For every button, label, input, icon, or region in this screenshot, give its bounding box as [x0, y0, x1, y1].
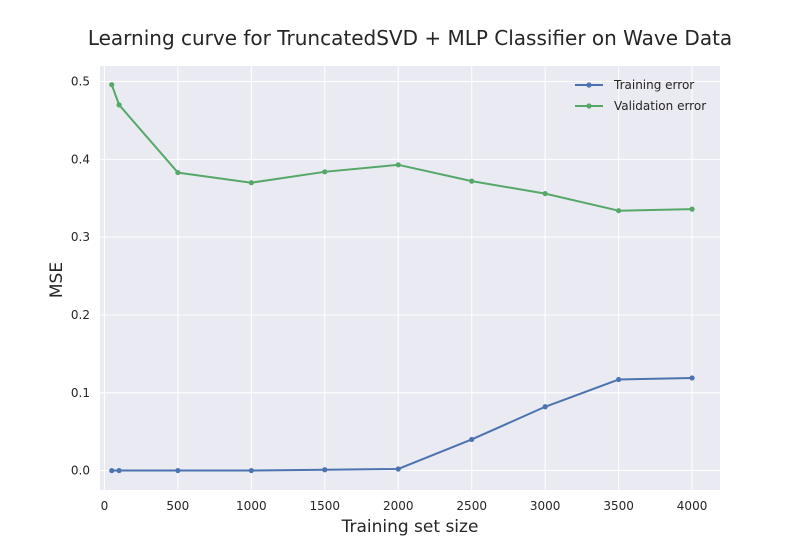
- data-point: [689, 375, 695, 381]
- data-point: [395, 162, 401, 168]
- y-axis-label: MSE: [47, 262, 67, 298]
- data-point: [469, 178, 475, 184]
- x-tick-label: 0: [101, 499, 109, 513]
- data-point: [689, 206, 695, 212]
- x-tick-label: 3500: [603, 499, 634, 513]
- legend-label: Validation error: [614, 99, 706, 113]
- data-point: [175, 467, 181, 474]
- x-axis-label: Training set size: [341, 517, 479, 537]
- series-layer: [109, 82, 695, 474]
- data-point: [109, 82, 115, 88]
- legend-label: Training error: [613, 78, 694, 92]
- data-point: [469, 436, 475, 443]
- legend-marker: [586, 103, 592, 109]
- x-tick-label: 1500: [310, 499, 341, 513]
- plot-area: [100, 66, 720, 490]
- data-point: [109, 467, 115, 474]
- data-point: [616, 208, 622, 214]
- y-tick-label: 0.1: [71, 386, 90, 400]
- data-point: [542, 190, 548, 197]
- data-point: [248, 180, 254, 186]
- data-point: [395, 466, 401, 472]
- data-point: [248, 467, 254, 474]
- data-point: [116, 102, 122, 108]
- x-tick-label: 2500: [456, 499, 487, 513]
- legend-marker: [586, 82, 592, 88]
- series-validation-error: [109, 82, 695, 214]
- y-tick-label: 0.4: [71, 152, 90, 166]
- x-tick-label: 4000: [677, 499, 708, 513]
- x-tick-label: 2000: [383, 499, 414, 513]
- y-tick-label: 0.0: [71, 464, 90, 478]
- data-point: [322, 169, 328, 175]
- series-line: [111, 376, 693, 472]
- x-tick-label: 3000: [530, 499, 561, 513]
- data-point: [616, 376, 622, 383]
- series-training-error: [109, 375, 695, 474]
- y-tick-label: 0.2: [71, 308, 90, 322]
- axis-ticks: 0 500 1000 1500 2000 2500 3000 3500 4000 0.0 0.1 0.…: [71, 75, 707, 513]
- data-point: [116, 467, 122, 474]
- legend: Training error Validation error: [575, 78, 706, 113]
- y-tick-label: 0.5: [71, 75, 90, 89]
- y-tick-label: 0.3: [71, 230, 90, 244]
- legend-item: Validation error: [575, 99, 706, 113]
- grid: [100, 66, 720, 490]
- data-point: [542, 404, 548, 410]
- legend-item: Training error: [575, 78, 694, 92]
- x-tick-label: 1000: [236, 499, 267, 513]
- data-point: [322, 467, 328, 473]
- x-tick-label: 500: [166, 499, 189, 513]
- series-line: [110, 84, 693, 212]
- chart-title: Learning curve for TruncatedSVD + MLP Cl…: [88, 26, 732, 50]
- data-point: [175, 169, 181, 176]
